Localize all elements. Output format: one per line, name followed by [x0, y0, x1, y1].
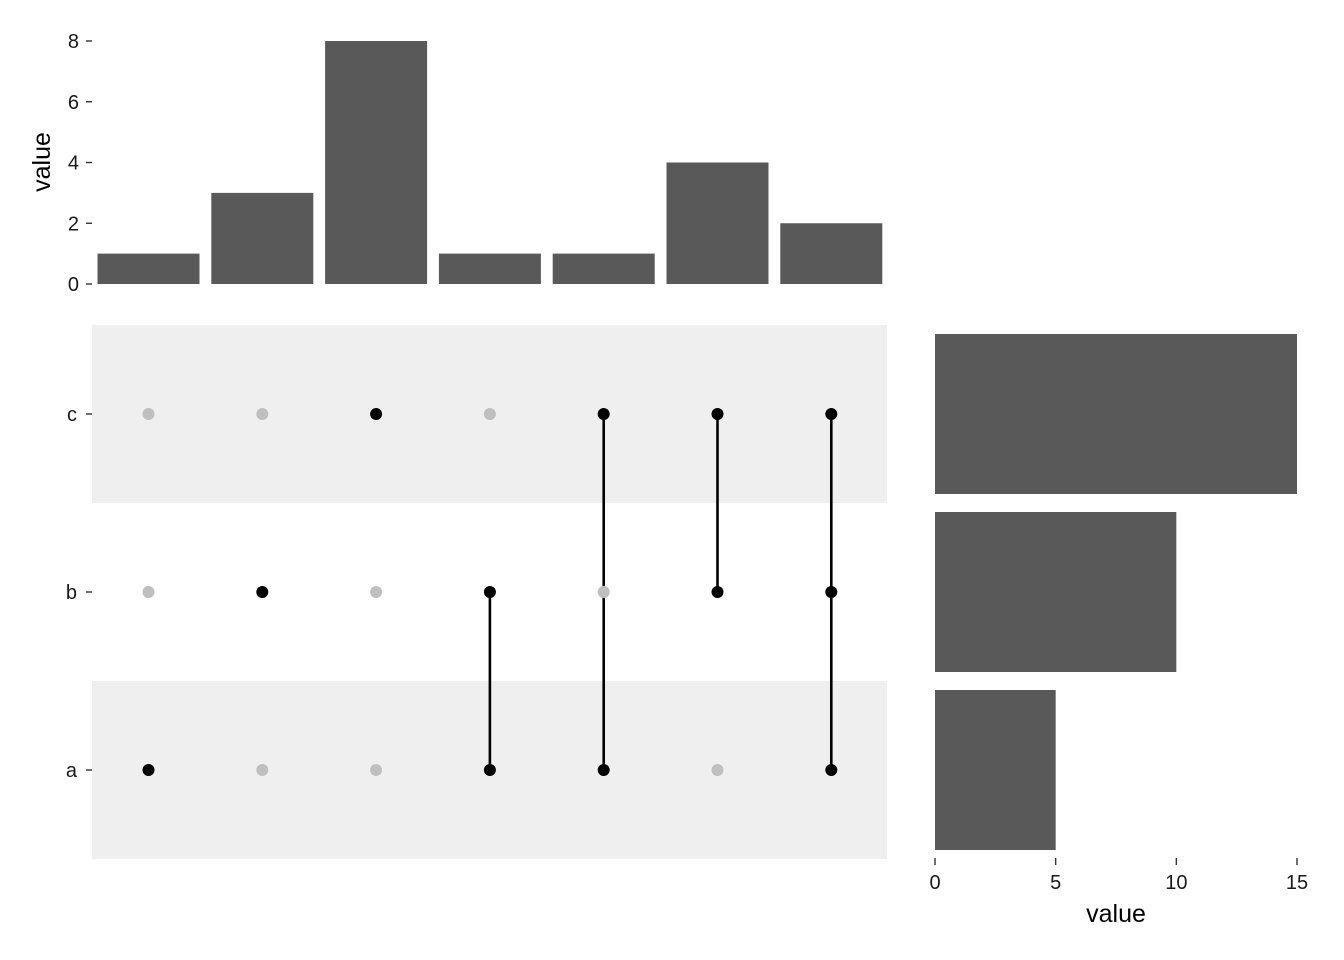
set-size-bar [935, 334, 1297, 494]
active-dot [483, 586, 496, 598]
inactive-dot [483, 408, 496, 420]
x-tick-label: 10 [1165, 872, 1187, 894]
inactive-dot [370, 586, 383, 598]
set-label: b [66, 582, 77, 604]
inactive-dot [256, 408, 269, 420]
intersection-bar [552, 253, 655, 284]
set-membership-matrix: c b a [66, 325, 887, 859]
active-dot [711, 586, 724, 598]
active-dot [825, 408, 838, 420]
active-dot [256, 586, 269, 598]
intersection-bar [211, 192, 314, 284]
set-size-bar [935, 512, 1177, 672]
inactive-dot [597, 586, 610, 598]
inactive-dot [256, 764, 269, 776]
intersection-bar [97, 253, 200, 284]
x-tick-label: 0 [929, 872, 940, 894]
active-dot [825, 586, 838, 598]
inactive-dot [711, 764, 724, 776]
active-dot [597, 764, 610, 776]
set-label: c [67, 404, 77, 426]
y-tick-label: 2 [68, 213, 79, 235]
y-tick-label: 6 [68, 92, 79, 114]
x-tick-label: 5 [1050, 872, 1061, 894]
x-tick-label: 15 [1286, 872, 1308, 894]
intersection-bar [780, 223, 883, 284]
intersection-bar [325, 41, 428, 284]
x-axis-title: value [1086, 900, 1146, 928]
set-size-panel: 0 5 10 15 value [929, 334, 1308, 928]
inactive-dot [142, 408, 155, 420]
active-dot [825, 764, 838, 776]
active-dot [711, 408, 724, 420]
active-dot [142, 764, 155, 776]
y-tick-label: 0 [68, 274, 79, 296]
active-dot [483, 764, 496, 776]
active-dot [370, 408, 383, 420]
y-axis-title: value [28, 132, 56, 192]
y-tick-label: 4 [68, 153, 79, 175]
intersection-bar [666, 162, 769, 284]
set-size-bar [935, 690, 1056, 850]
intersection-bar [438, 253, 541, 284]
inactive-dot [370, 764, 383, 776]
active-dot [597, 408, 610, 420]
intersection-size-panel: 0 2 4 6 8 value [28, 31, 883, 296]
inactive-dot [142, 586, 155, 598]
set-label: a [66, 760, 78, 782]
y-tick-label: 8 [68, 31, 79, 53]
